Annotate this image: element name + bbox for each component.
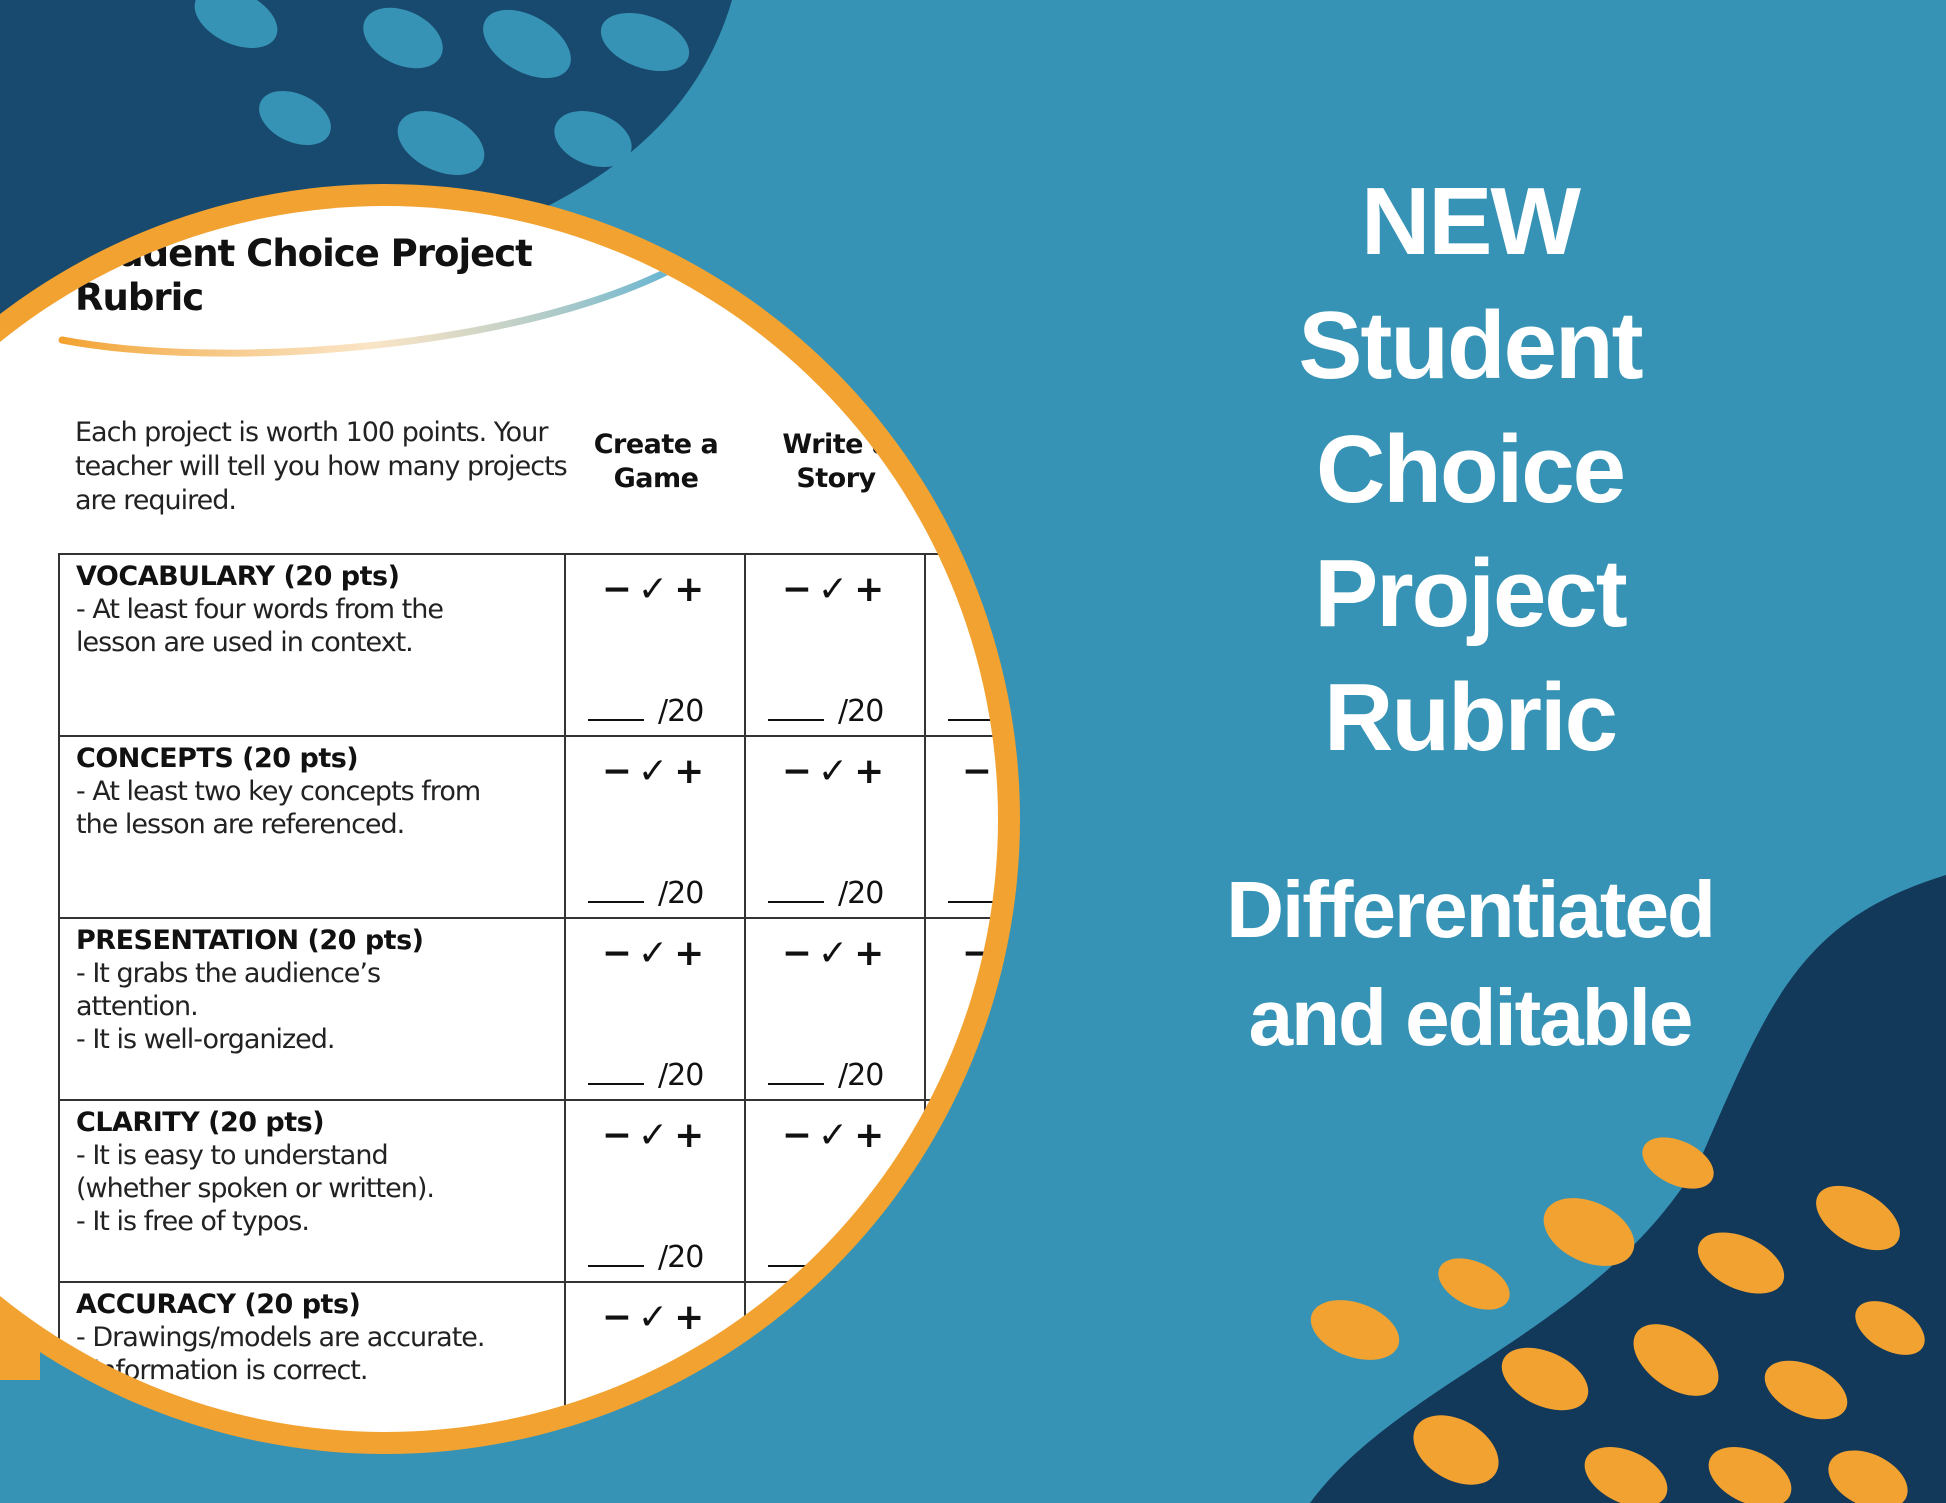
rating-marks: −✓+	[781, 751, 891, 792]
score-blank	[948, 901, 998, 903]
rating-marks: −✓+	[601, 569, 711, 610]
criterion-heading: CLARITY (20 pts)	[76, 1107, 325, 1138]
rating-marks: −✓+	[781, 933, 891, 974]
criterion-cell: CONCEPTS (20 pts) - At least two key con…	[58, 737, 566, 919]
criterion-heading: VOCABULARY (20 pts)	[76, 561, 400, 592]
score-cell: −✓+ /20	[566, 555, 746, 737]
score-blank	[588, 901, 644, 903]
criterion-cell: VOCABULARY (20 pts) - At least four word…	[58, 555, 566, 737]
criterion-description: - It is easy to understand (whether spok…	[76, 1140, 435, 1237]
score-blank	[768, 719, 824, 721]
score-cell: −✓+ /20	[926, 737, 998, 919]
score-blank	[768, 901, 824, 903]
rating-marks: −✓+	[601, 933, 711, 974]
score-blank	[588, 719, 644, 721]
score-field: /20	[588, 694, 704, 729]
criterion-cell: ACCURACY (20 pts) - Drawings/models are …	[58, 1283, 566, 1432]
rating-marks: −✓+	[601, 1115, 711, 1156]
criterion-description: - Drawings/models are accurate. - Inform…	[76, 1322, 486, 1386]
score-cell: −✓+ /20	[746, 737, 926, 919]
criterion-description: - At least four words from the lesson ar…	[76, 594, 444, 658]
navy-blob-bottom-right	[1310, 875, 1946, 1503]
score-field: /20	[768, 694, 884, 729]
headline-line: NEW	[1361, 168, 1581, 275]
rating-marks: −✓+	[781, 569, 891, 610]
rating-marks: −✓+	[601, 1297, 711, 1338]
score-blank	[588, 1265, 644, 1267]
headline: NEW Student Choice Project Rubric	[1090, 160, 1850, 780]
score-field: /20	[768, 876, 884, 911]
score-suffix: /20	[658, 694, 704, 729]
score-suffix: /20	[658, 1058, 704, 1093]
headline-line: Rubric	[1323, 664, 1618, 771]
score-blank	[768, 1265, 824, 1267]
score-cell: −✓+ /20	[566, 737, 746, 919]
criterion-heading: ACCURACY (20 pts)	[76, 1289, 361, 1320]
blue-dots	[194, 0, 690, 175]
rating-marks: −✓+	[601, 751, 711, 792]
subheadline: Differentiated and editable	[1090, 856, 1850, 1072]
score-blank	[588, 1083, 644, 1085]
criterion-heading: CONCEPTS (20 pts)	[76, 743, 359, 774]
score-suffix: /20	[658, 1240, 704, 1275]
score-cell: −✓+ /20	[746, 555, 926, 737]
criterion-description: - At least two key concepts from the les…	[76, 776, 481, 840]
score-blank	[948, 719, 998, 721]
subheadline-line: and editable	[1248, 973, 1694, 1062]
score-cell: −✓+ /20	[566, 919, 746, 1101]
score-cell: −✓+ /20	[746, 919, 926, 1101]
score-field: /20	[948, 694, 998, 729]
score-field: /20	[588, 1240, 704, 1275]
criterion-description: - It grabs the audience’s attention. - I…	[76, 958, 381, 1055]
score-suffix: /20	[658, 876, 704, 911]
criterion-heading: PRESENTATION (20 pts)	[76, 925, 424, 956]
score-suffix: /20	[838, 694, 884, 729]
rating-marks: −✓+	[781, 1115, 891, 1156]
score-suffix: /20	[838, 876, 884, 911]
score-blank	[768, 1083, 824, 1085]
headline-line: Student	[1298, 292, 1643, 399]
score-field: /20	[588, 876, 704, 911]
score-cell: −✓+ /20	[566, 1101, 746, 1283]
orange-dots	[1310, 1137, 1925, 1503]
column-header-create-game: Create a Game	[593, 429, 719, 494]
headline-line: Choice	[1315, 416, 1626, 523]
headline-line: Project	[1314, 540, 1627, 647]
rating-marks: −✓+	[926, 751, 998, 792]
subheadline-line: Differentiated	[1226, 865, 1716, 954]
score-field: /20	[948, 876, 998, 911]
score-suffix: /20	[838, 1058, 884, 1093]
title-swoosh	[58, 261, 684, 357]
criterion-cell: CLARITY (20 pts) - It is easy to underst…	[58, 1101, 566, 1283]
criterion-cell: PRESENTATION (20 pts) - It grabs the aud…	[58, 919, 566, 1101]
table-row: CONCEPTS (20 pts) - At least two key con…	[58, 735, 998, 919]
intro-text: Each project is worth 100 points. Your t…	[75, 417, 568, 516]
score-field: /20	[768, 1058, 884, 1093]
score-field: /20	[588, 1058, 704, 1093]
